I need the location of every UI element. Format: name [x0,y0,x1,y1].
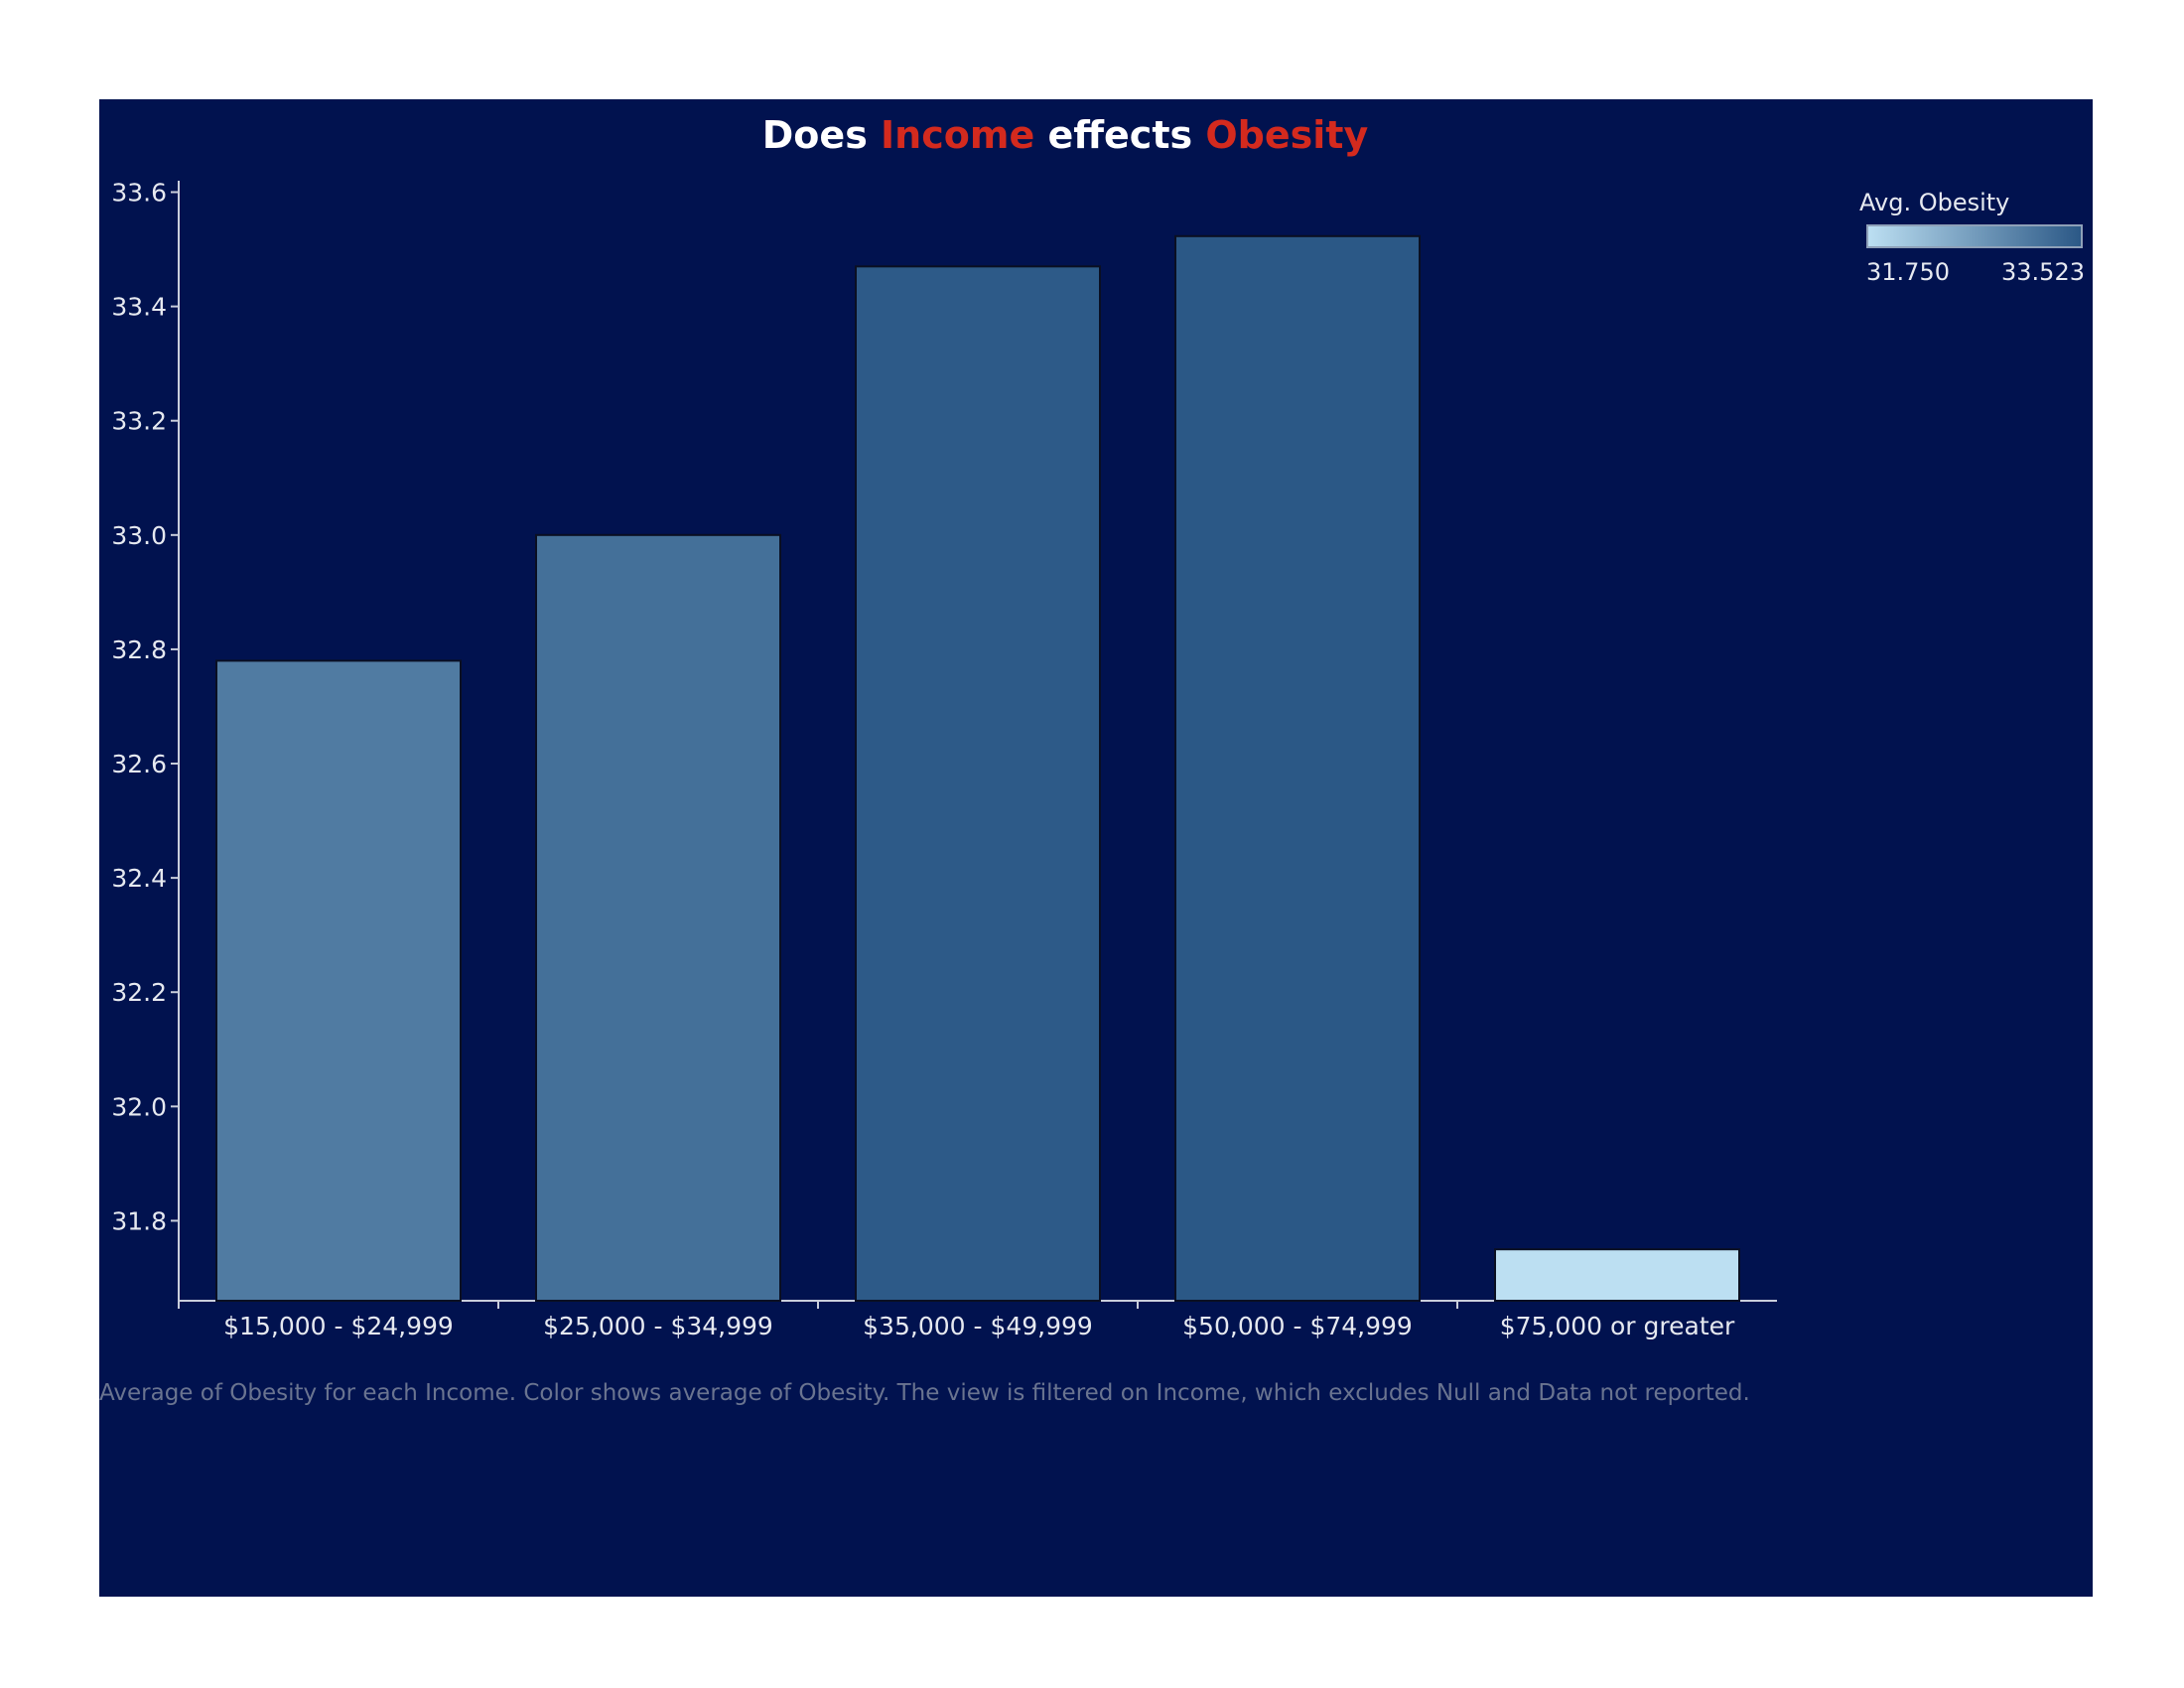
legend-max-label: 33.523 [2001,258,2085,286]
y-tick-label: 32.2 [111,978,167,1007]
y-tick-label: 33.4 [111,293,167,322]
y-tick-label: 32.6 [111,750,167,778]
y-tick-label: 33.0 [111,521,167,550]
dashboard: Does Income effects Obesity 31.8 32.0 32.2… [99,99,2093,1597]
y-tick-label: 33.6 [111,179,167,208]
title-accent-word: Obesity [1205,113,1369,157]
title-word: effects [1034,113,1206,157]
x-tick-label: $25,000 - $34,999 [543,1312,773,1340]
title-word: Does [761,113,882,157]
y-tick-label: 32.0 [111,1092,167,1121]
bar [215,659,462,1302]
y-tick-label: 33.2 [111,407,167,436]
bar [535,533,781,1302]
x-tick-label: $15,000 - $24,999 [223,1312,454,1340]
y-tick-label: 32.8 [111,635,167,664]
bar [1494,1248,1740,1303]
legend-title: Avg. Obesity [1859,189,2010,216]
chart-title: Does Income effects Obesity [99,113,2031,157]
legend-color-ramp [1866,224,2083,248]
x-tick-label: $50,000 - $74,999 [1182,1312,1413,1340]
x-tick-label: $35,000 - $49,999 [863,1312,1093,1340]
y-tick-label: 31.8 [111,1206,167,1235]
bar [1174,234,1421,1303]
y-tick-label: 32.4 [111,864,167,893]
chart-caption: Average of Obesity for each Income. Colo… [99,1380,1750,1406]
x-tick-label: $75,000 or greater [1500,1312,1735,1340]
bar-chart: 31.8 32.0 32.2 32.4 32.6 32.8 33.0 33.2 33.4 33.6… [111,179,1777,1340]
bar [855,265,1101,1302]
legend-min-label: 31.750 [1866,258,1950,286]
title-accent-word: Income [881,113,1035,157]
